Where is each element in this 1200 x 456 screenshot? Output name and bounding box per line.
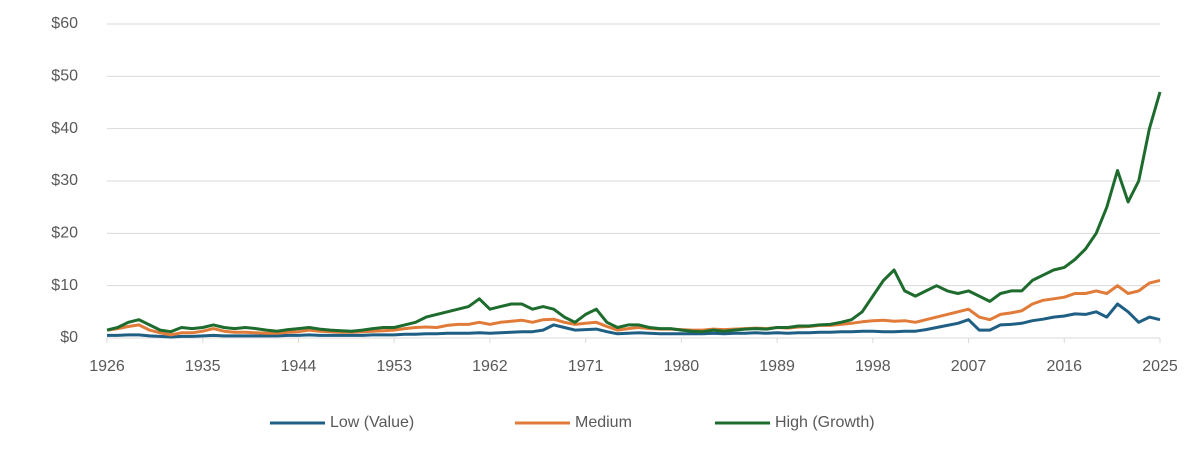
x-tick-label: 1953 [376,358,412,375]
y-tick-label: $40 [51,120,78,137]
y-tick-label: $50 [51,68,78,85]
y-tick-label: $60 [51,15,78,32]
y-tick-label: $20 [51,225,78,242]
line-series [107,302,1161,339]
x-tick-label: 1998 [855,358,891,375]
line-series [106,91,1162,334]
x-tick-label: 1944 [281,358,317,375]
y-tick-label: $10 [51,277,78,294]
line-series [106,278,1161,337]
x-tick-label: 2016 [1046,358,1082,375]
y-tick-label: $0 [60,329,78,346]
x-tick-label: 2007 [951,358,987,375]
x-tick-label: 1926 [89,358,125,375]
x-tick-label: 1962 [472,358,508,375]
legend-label: Low (Value) [330,414,414,431]
legend-label: High (Growth) [775,414,875,431]
x-tick-label: 1989 [759,358,795,375]
x-tick-label: 2025 [1142,358,1178,375]
y-tick-label: $30 [51,172,78,189]
legend-label: Medium [575,414,632,431]
x-tick-label: 1935 [185,358,221,375]
x-tick-label: 1971 [568,358,604,375]
x-tick-label: 1980 [664,358,700,375]
